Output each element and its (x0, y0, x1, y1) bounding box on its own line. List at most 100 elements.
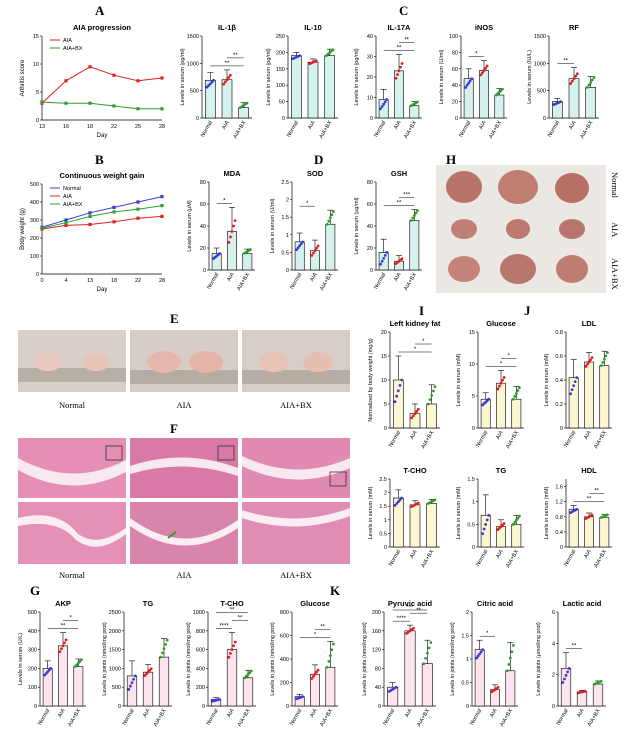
y-axis-label: Levels in serum (U/ml) (439, 49, 445, 104)
y-tick-label: 1 (466, 657, 469, 663)
paw-photo-normal (18, 330, 126, 392)
data-point (394, 76, 398, 80)
data-point (385, 251, 389, 254)
data-point (499, 381, 503, 385)
bar-Normal (126, 675, 138, 707)
y-tick-label: 0 (466, 704, 469, 710)
x-tick-label: Normal (388, 549, 402, 567)
histology-art (18, 438, 350, 564)
data-point (467, 81, 471, 85)
bar-AIA+BX (73, 666, 84, 707)
y-tick-label: 800 (196, 629, 205, 635)
data-point (606, 351, 609, 355)
data-point (400, 378, 404, 382)
x-tick-label: 18 (87, 124, 93, 130)
y-tick-label: 15 (33, 34, 39, 40)
y-tick-label: 5 (384, 402, 387, 408)
series-line-AIA (41, 66, 163, 104)
x-tick-label: 25 (135, 124, 141, 130)
y-tick-label: 0.5 (467, 522, 475, 528)
bar-Normal (560, 668, 572, 707)
series-point (112, 104, 116, 108)
data-point (299, 242, 303, 246)
chart-glucose-joints: Glucose 0 200 400 600 800 Levels in joints (nm… (268, 598, 342, 734)
data-point (130, 681, 134, 685)
legend-entry: Normal (63, 186, 81, 192)
data-point (502, 376, 506, 379)
x-tick-label: Normal (475, 430, 489, 448)
series-point (40, 100, 44, 104)
y-axis-label: Normalized by body weight (mg/g) (368, 338, 374, 422)
data-point (327, 660, 331, 663)
x-tick-label: AIA+BX (403, 120, 418, 140)
bar-AIA (409, 504, 421, 548)
y-tick-label: 1500 (187, 34, 199, 40)
y-tick-label: 400 (30, 200, 39, 206)
y-tick-label: 200 (28, 666, 37, 672)
chart-mda: MDA 0 20 40 60 80 Levels in serum (µM) Normal AI… (185, 168, 259, 298)
chart-svg-A: AIA progression 0 5 10 15 13 16 18 22 25 28 Day Arth… (20, 23, 165, 139)
series-point (88, 214, 92, 218)
sig-label: *** (403, 193, 411, 199)
data-point (232, 644, 235, 648)
y-tick-label: 30 (367, 55, 373, 61)
x-tick-label: Normal (563, 549, 577, 567)
data-point (61, 644, 65, 648)
sig-label: ** (572, 644, 577, 650)
x-tick-label: AIA+BX (67, 708, 82, 728)
chart-title: Pyruvic acid (388, 599, 433, 608)
data-point (606, 513, 609, 517)
bar-AIA (584, 516, 594, 548)
data-point (575, 507, 579, 511)
x-tick-label: Normal (206, 708, 220, 726)
data-point (479, 650, 483, 654)
x-tick-label: AIA+BX (236, 272, 251, 292)
series-point (40, 226, 44, 230)
data-point (380, 105, 384, 108)
chart-title: SOD (307, 169, 324, 178)
series-point (136, 200, 140, 204)
bar-AIA+BX (238, 107, 249, 119)
y-tick-label: 1 (472, 500, 475, 506)
data-point (589, 358, 592, 362)
y-tick-label: 1.2 (555, 500, 563, 506)
x-tick-label: AIA (221, 120, 231, 131)
y-tick-label: 500 (30, 182, 39, 188)
sig-label: * (475, 52, 478, 58)
sig-label: ** (320, 624, 325, 630)
y-tick-label: 0 (384, 426, 387, 432)
y-axis-label: Levels in serum (mM) (368, 486, 374, 539)
panel-letter-j: J (524, 303, 531, 318)
sig-label: * (414, 347, 417, 353)
data-point (316, 244, 320, 248)
x-tick-label: Normal (388, 430, 402, 448)
y-tick-label: 0 (552, 704, 555, 710)
y-tick-label: 1000 (109, 666, 121, 672)
chart-svg-SOD: SOD 0 0.5 1 1.5 2 2.5 Levels in serum (U/ml) Nor… (270, 169, 338, 292)
chart-gsh: GSH 0 20 40 60 80 Levels in serum (µg/ml) Norma… (352, 168, 426, 298)
x-tick-label: AIA (568, 120, 578, 131)
chart-svg-Gluj: Glucose 0 200 400 600 800 Levels in joints (nm… (270, 599, 338, 728)
y-tick-label: 0 (370, 116, 373, 122)
x-tick-label: AIA (393, 120, 403, 131)
data-point (464, 86, 467, 89)
x-tick-label: AIA (409, 430, 419, 441)
x-tick-label: AIA+BX (232, 120, 247, 140)
y-axis-label: Levels in serum (µg/ml) (354, 197, 360, 254)
data-point (475, 656, 478, 660)
panel-letter-c: C (399, 3, 409, 18)
data-point (590, 356, 594, 360)
data-point (590, 78, 594, 82)
panel-letter-f: F (170, 421, 178, 436)
y-tick-label: 0.4 (555, 378, 563, 384)
y-axis-label: Levels in joints (nmol/mg prot) (270, 622, 276, 696)
y-tick-label: 300 (30, 218, 39, 224)
y-tick-label: 10 (367, 96, 373, 102)
y-axis-label: Levels in serum (µM) (187, 200, 193, 252)
bar-AIA+BX (409, 105, 420, 119)
data-point (510, 650, 514, 654)
x-tick-label: AIA (489, 708, 499, 719)
data-point (569, 82, 573, 85)
data-point (484, 66, 487, 70)
chart-il10: IL-10 0 50 100 150 200 250 Levels in serum (pg/… (264, 22, 342, 146)
